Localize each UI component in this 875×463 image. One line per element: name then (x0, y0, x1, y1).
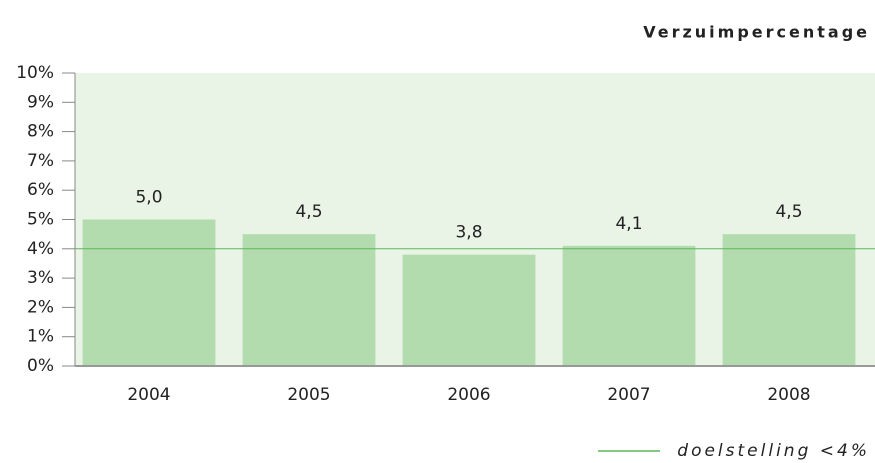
x-tick-label: 2006 (447, 385, 490, 405)
y-tick-label: 7% (27, 151, 54, 171)
bar (242, 234, 376, 366)
legend-label: doelstelling <4% (677, 441, 870, 461)
bar (722, 234, 856, 366)
y-tick-label: 10% (16, 63, 54, 83)
x-tick-label: 2008 (767, 385, 810, 405)
y-tick-label: 6% (27, 180, 54, 200)
x-tick-label: 2007 (607, 385, 650, 405)
bar (402, 254, 536, 366)
data-label: 4,1 (615, 214, 642, 234)
y-tick-label: 4% (27, 239, 54, 259)
bar (562, 245, 696, 366)
y-tick-label: 3% (27, 268, 54, 288)
y-tick-label: 5% (27, 210, 54, 230)
data-label: 5,0 (135, 188, 162, 208)
y-tick-label: 1% (27, 327, 54, 347)
x-tick-label: 2005 (287, 385, 330, 405)
y-tick-label: 8% (27, 122, 54, 142)
data-label: 4,5 (775, 202, 802, 222)
data-label: 4,5 (295, 202, 322, 222)
chart-title: Verzuimpercentage (643, 23, 870, 42)
y-tick-label: 0% (27, 356, 54, 376)
y-tick-label: 2% (27, 297, 54, 317)
bar (82, 219, 216, 366)
data-label: 3,8 (455, 223, 482, 243)
x-tick-label: 2004 (127, 385, 170, 405)
y-tick-label: 9% (27, 92, 54, 112)
